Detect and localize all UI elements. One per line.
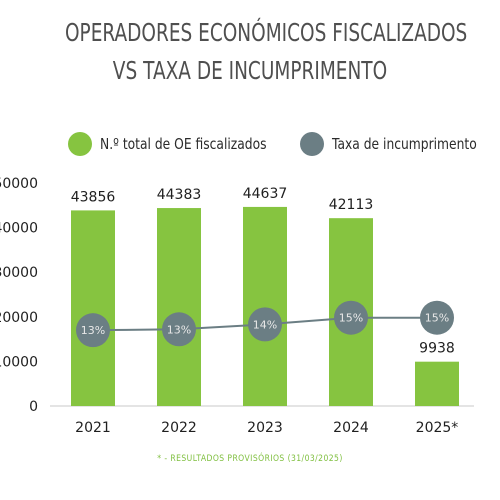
legend-item-taxa-incumprimento: Taxa de incumprimento	[300, 132, 500, 156]
bar-value-label: 44637	[243, 186, 288, 202]
bar-value-label: 44383	[157, 187, 202, 203]
y-tick-label: 0	[29, 399, 38, 415]
line-point-label: 15%	[425, 312, 449, 325]
chart-title-line-1: OPERADORES ECONÓMICOS FISCALIZADOS	[65, 18, 468, 47]
x-tick-label: 2021	[75, 420, 111, 436]
y-tick-label: 30000	[0, 265, 38, 281]
y-tick-label: 40000	[0, 221, 38, 237]
bar-2025*	[415, 361, 459, 406]
line-point-label: 14%	[253, 318, 277, 331]
legend-label-line: Taxa de incumprimento	[332, 135, 477, 153]
y-tick-label: 20000	[0, 310, 38, 326]
line-point-2021	[76, 313, 110, 348]
x-tick-label: 2022	[161, 420, 197, 436]
line-point-2025*	[420, 300, 454, 335]
y-tick-label: 50000	[0, 176, 38, 192]
legend-swatch-line	[300, 132, 324, 156]
line-point-2024	[334, 300, 368, 335]
line-point-2022	[162, 312, 196, 347]
chart-title-line-2: VS TAXA DE INCUMPRIMENTO	[112, 56, 388, 85]
legend-label-bars: N.º total de OE fiscalizados	[100, 135, 267, 153]
x-tick-label: 2023	[247, 420, 283, 436]
line-point-label: 13%	[167, 323, 191, 336]
line-point-label: 15%	[339, 312, 363, 325]
line-point-label: 13%	[81, 324, 105, 337]
bar-value-label: 9938	[419, 341, 455, 357]
bar-2023	[243, 206, 287, 406]
line-point-2023	[248, 307, 282, 342]
bar-2022	[157, 208, 201, 406]
bar-2021	[71, 210, 115, 406]
bar-value-label: 42113	[329, 197, 374, 213]
bar-value-label: 43856	[71, 189, 116, 205]
footnote: * - RESULTADOS PROVISÓRIOS (31/03/2025)	[157, 454, 343, 464]
x-tick-label: 2025*	[416, 420, 459, 436]
legend-swatch-bars	[68, 132, 92, 156]
legend-item-oe-fiscalizados: N.º total de OE fiscalizados	[68, 132, 303, 156]
x-tick-label: 2024	[333, 420, 369, 436]
y-tick-label: 10000	[0, 354, 38, 370]
